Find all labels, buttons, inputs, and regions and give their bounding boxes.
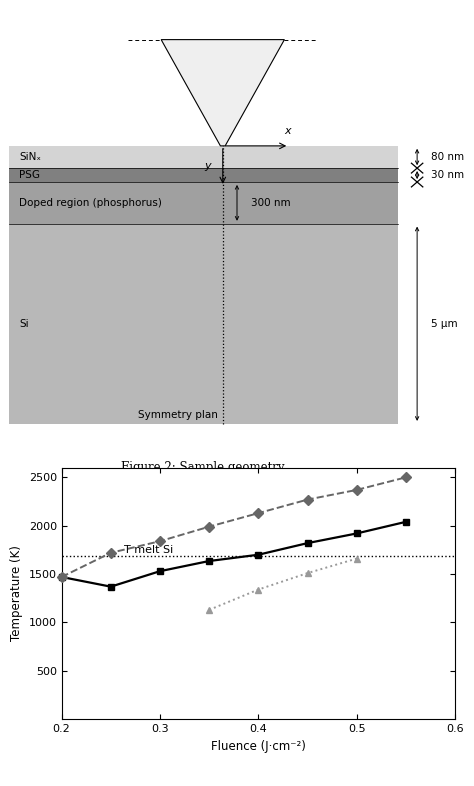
Text: T melt Si: T melt Si [124,545,173,555]
Text: 80 nm: 80 nm [431,152,465,162]
X-axis label: Fluence (J·cm⁻²): Fluence (J·cm⁻²) [211,740,306,753]
Text: Figure 2: Sample geometry.: Figure 2: Sample geometry. [121,461,287,474]
Bar [9,224,398,424]
Text: Si: Si [19,319,28,329]
Polygon shape [161,39,284,146]
Text: 5 μm: 5 μm [431,319,458,329]
Text: 30 nm: 30 nm [431,170,465,180]
Bar [9,168,398,182]
Text: 300 nm: 300 nm [251,198,291,208]
Y-axis label: Temperature (K): Temperature (K) [10,545,23,641]
Text: Symmetry plan: Symmetry plan [138,410,218,420]
Text: PSG: PSG [19,170,40,180]
Text: y: y [204,161,211,171]
Text: x: x [284,126,291,136]
Text: SiNₓ: SiNₓ [19,152,41,162]
Text: Doped region (phosphorus): Doped region (phosphorus) [19,198,162,208]
Bar [9,146,398,168]
Bar [9,182,398,224]
